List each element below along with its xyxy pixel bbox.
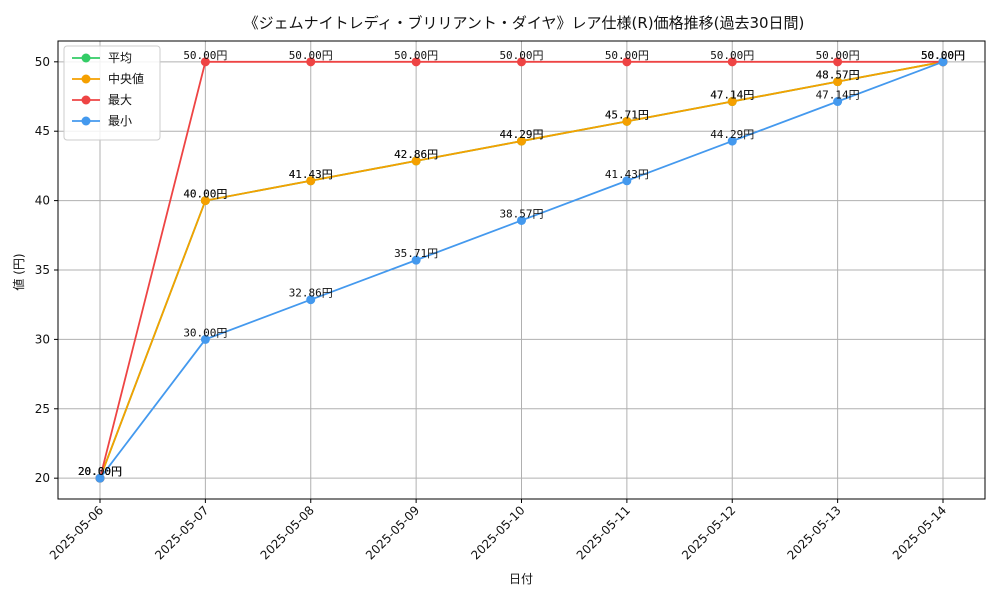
- data-label: 50.00円: [710, 49, 754, 62]
- data-label: 38.57円: [499, 207, 543, 220]
- data-point: [306, 57, 316, 67]
- data-label: 20.00円: [78, 465, 122, 478]
- data-label: 50.00円: [921, 49, 965, 62]
- data-label: 41.43円: [289, 168, 333, 181]
- data-label: 40.00円: [183, 188, 227, 201]
- y-tick-label: 35: [35, 263, 50, 277]
- data-label: 44.29円: [499, 128, 543, 141]
- data-label: 50.00円: [499, 49, 543, 62]
- y-tick-label: 30: [35, 332, 50, 346]
- data-point: [938, 57, 948, 67]
- y-tick-label: 20: [35, 471, 50, 485]
- x-tick-label: 2025-05-06: [47, 503, 106, 562]
- legend-entry: 平均: [108, 51, 132, 65]
- data-label: 40.00円: [183, 188, 227, 201]
- x-axis: 2025-05-06 2025-05-07 2025-05-08 2025-05-09…: [47, 499, 949, 562]
- legend-marker: [81, 74, 91, 84]
- data-point: [622, 176, 632, 186]
- data-label: 50.00円: [289, 49, 333, 62]
- y-axis: 20 25 30 35 40 45 50: [35, 55, 58, 485]
- legend-entry: 最小: [108, 114, 132, 128]
- data-label: 32.86円: [289, 287, 333, 300]
- data-point: [727, 57, 737, 67]
- data-label: 20.00円: [78, 465, 122, 478]
- x-tick-label: 2025-05-13: [785, 503, 844, 562]
- data-label: 47.14円: [816, 89, 860, 102]
- data-label: 50.00円: [605, 49, 649, 62]
- data-point: [306, 176, 316, 186]
- y-tick-label: 40: [35, 194, 50, 208]
- data-label: 48.57円: [816, 69, 860, 82]
- data-label: 50.00円: [921, 49, 965, 62]
- data-label: 41.43円: [605, 168, 649, 181]
- data-labels: 20.00円 40.00円 41.43円 42.86円 44.29円 45.71円 47.1…: [78, 49, 965, 478]
- data-point: [517, 136, 526, 146]
- data-point: [95, 473, 105, 483]
- x-tick-label: 2025-05-12: [679, 503, 738, 562]
- legend-box: [63, 45, 161, 141]
- legend-marker: [81, 95, 91, 105]
- x-axis-label: 日付: [509, 572, 533, 586]
- data-point: [833, 97, 843, 107]
- data-point: [411, 57, 421, 67]
- data-point: [411, 156, 421, 166]
- data-label: 45.71円: [605, 108, 649, 121]
- data-point: [517, 57, 526, 67]
- y-tick-label: 25: [35, 402, 50, 416]
- data-label: 45.71円: [605, 108, 649, 121]
- data-point: [727, 97, 737, 107]
- x-tick-label: 2025-05-14: [890, 503, 949, 562]
- legend-marker: [81, 116, 91, 126]
- x-tick-label: 2025-05-11: [574, 503, 633, 562]
- data-label: 50.00円: [921, 49, 965, 62]
- legend-entry: 中央値: [108, 71, 144, 86]
- x-tick-label: 2025-05-10: [468, 503, 527, 562]
- x-tick-label: 2025-05-08: [258, 503, 317, 562]
- data-label: 42.86円: [394, 148, 438, 161]
- chart-title: 《ジェムナイトレディ・ブリリアント・ダイヤ》レア仕様(R)価格推移(過去30日間…: [244, 14, 805, 32]
- data-label: 20.00円: [78, 465, 122, 478]
- data-point: [200, 57, 210, 67]
- data-point: [200, 334, 210, 344]
- data-label: 50.00円: [183, 49, 227, 62]
- data-point: [833, 57, 843, 67]
- data-label: 48.57円: [816, 69, 860, 82]
- legend-marker: [81, 53, 91, 63]
- data-point: [306, 295, 316, 305]
- data-point: [411, 255, 421, 265]
- legend-entry: 最大: [108, 93, 132, 107]
- data-point: [622, 116, 632, 126]
- data-label: 41.43円: [289, 168, 333, 181]
- data-point: [622, 57, 632, 67]
- x-tick-label: 2025-05-07: [152, 503, 211, 562]
- data-label: 47.14円: [710, 89, 754, 102]
- data-label: 50.00円: [921, 49, 965, 62]
- y-tick-label: 50: [35, 55, 50, 69]
- data-point: [517, 215, 526, 225]
- data-label: 44.29円: [499, 128, 543, 141]
- data-label: 50.00円: [394, 49, 438, 62]
- data-label: 30.00円: [183, 326, 227, 339]
- data-label: 42.86円: [394, 148, 438, 161]
- data-label: 35.71円: [394, 247, 438, 260]
- data-point: [833, 77, 843, 87]
- data-label: 20.00円: [78, 465, 122, 478]
- series-lines: [95, 57, 948, 483]
- data-point: [200, 196, 210, 206]
- data-label: 50.00円: [816, 49, 860, 62]
- y-tick-label: 45: [35, 124, 50, 138]
- y-axis-label: 値 (円): [11, 253, 26, 290]
- data-label: 44.29円: [710, 128, 754, 141]
- data-label: 47.14円: [710, 89, 754, 102]
- x-tick-label: 2025-05-09: [363, 503, 422, 562]
- data-point: [727, 136, 737, 146]
- grid-lines: [58, 41, 985, 499]
